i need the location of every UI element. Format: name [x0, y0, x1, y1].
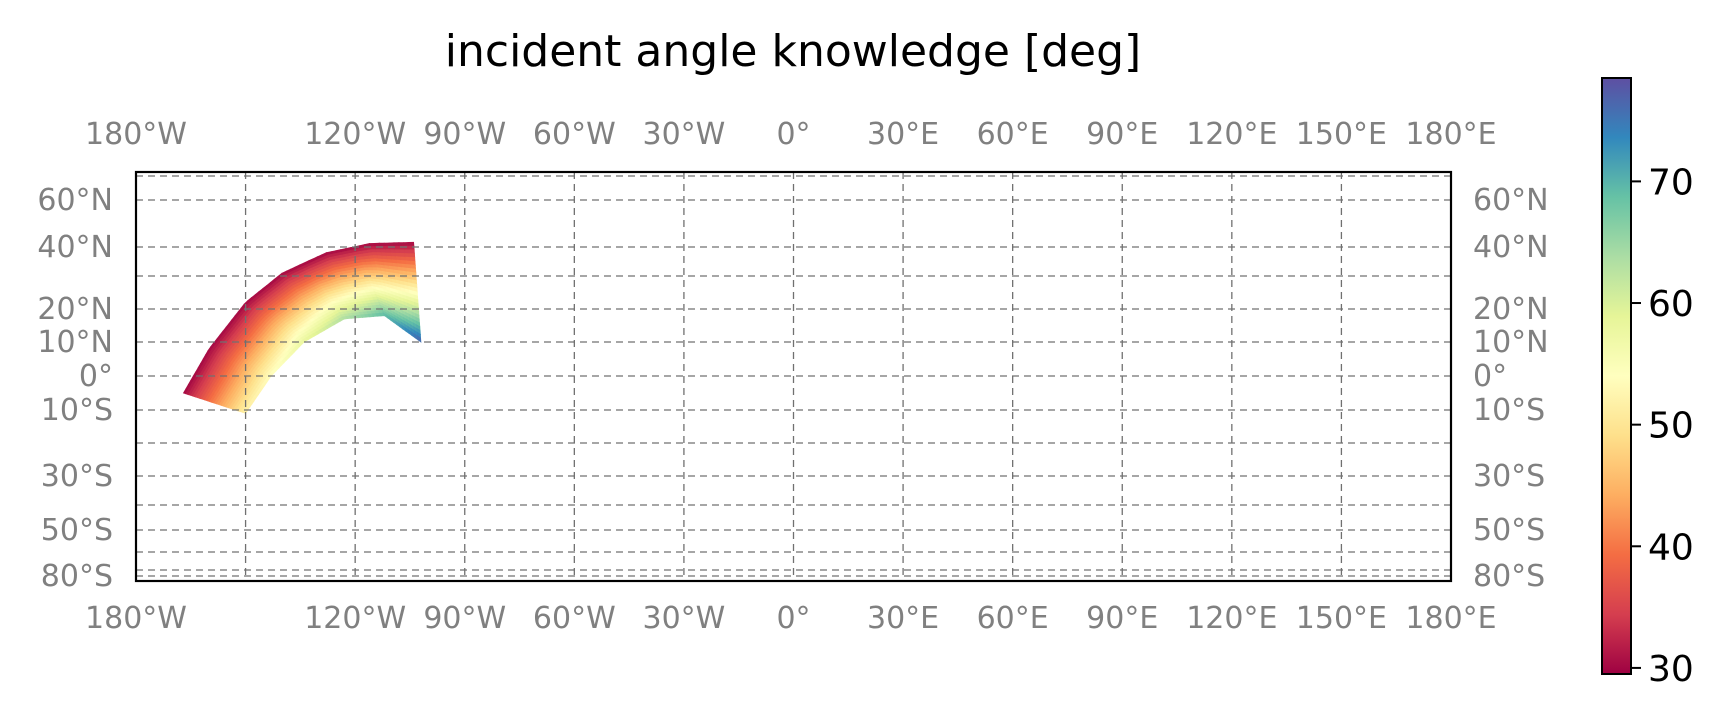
longitude-tick-label: 60°W [533, 117, 616, 152]
longitude-tick-label: 30°E [867, 601, 939, 636]
swath-cell [403, 241, 410, 247]
swath-cell [409, 253, 416, 259]
latitude-tick-label: 40°N [37, 230, 113, 265]
longitude-tick-label: 180°E [1405, 601, 1496, 636]
map-axes: 180°W 120°W 90°W 60°W 30°W 0° 30°E 60°E 90°E 120°… [37, 117, 1548, 636]
colorbar-gradient [1601, 77, 1632, 675]
longitude-tick-label: 30°E [867, 117, 939, 152]
longitude-tick-label: 180°W [85, 601, 187, 636]
swath-cell [408, 241, 415, 247]
longitude-tick-label: 120°W [304, 601, 406, 636]
longitude-tick-label: 120°E [1186, 601, 1277, 636]
longitude-tick-label: 180°E [1405, 117, 1496, 152]
longitude-tick-label: 60°W [533, 601, 616, 636]
longitude-tick-label: 120°E [1186, 117, 1277, 152]
longitude-tick-label: 150°E [1296, 117, 1387, 152]
latitude-tick-label: 30°S [1473, 459, 1545, 494]
longitude-tick-label: 90°E [1086, 117, 1158, 152]
longitude-tick-label: 30°W [642, 601, 725, 636]
longitude-tick-label: 180°W [85, 117, 187, 152]
swath-cell [417, 335, 422, 343]
latitude-tick-label: 10°S [41, 393, 113, 428]
longitude-tick-label: 120°W [304, 117, 406, 152]
latitude-tick-label: 10°N [37, 325, 113, 360]
longitude-labels-top: 180°W 120°W 90°W 60°W 30°W 0° 30°E 60°E 90°E 120°… [85, 117, 1497, 152]
latitude-tick-label: 10°N [1473, 325, 1549, 360]
latitude-tick-label: 30°S [41, 459, 113, 494]
latitude-tick-label: 10°S [1473, 393, 1545, 428]
latitude-tick-label: 0° [79, 359, 113, 394]
longitude-tick-label: 90°E [1086, 601, 1158, 636]
colorbar-tick-label: 50 [1648, 406, 1694, 447]
colorbar-tick-label: 60 [1648, 284, 1694, 325]
colorbar-tick-label: 70 [1648, 162, 1694, 203]
latitude-tick-label: 50°S [41, 513, 113, 548]
latitude-tick-label: 50°S [1473, 513, 1545, 548]
longitude-tick-label: 90°W [423, 117, 506, 152]
colorbar-ticks: 30 40 50 60 70 [1631, 162, 1694, 690]
map-frame [134, 170, 1453, 583]
longitude-tick-label: 150°E [1296, 601, 1387, 636]
longitude-tick-label: 90°W [423, 601, 506, 636]
longitude-labels-bottom: 180°W 120°W 90°W 60°W 30°W 0° 30°E 60°E 90°E 120°… [85, 601, 1497, 636]
longitude-tick-label: 60°E [977, 601, 1049, 636]
incident-angle-swath [182, 241, 422, 414]
latitude-tick-label: 40°N [1473, 230, 1549, 265]
latitude-tick-label: 80°S [1473, 559, 1545, 594]
longitude-tick-label: 0° [776, 117, 810, 152]
latitude-tick-label: 0° [1473, 359, 1507, 394]
latitude-labels-right: 60°N 40°N 20°N10°N0°10°S 30°S 50°S 80°S [1473, 183, 1549, 594]
latitude-tick-label: 20°N [37, 292, 113, 327]
colorbar-tick-label: 30 [1648, 649, 1694, 690]
longitude-tick-label: 30°W [642, 117, 725, 152]
latitude-tick-label: 80°S [41, 559, 113, 594]
colorbar-tick-label: 40 [1648, 527, 1694, 568]
latitude-tick-label: 60°N [37, 183, 113, 218]
longitude-tick-label: 0° [776, 601, 810, 636]
swath-cell [398, 242, 405, 247]
latitude-tick-label: 20°N [1473, 292, 1549, 327]
longitude-tick-label: 60°E [977, 117, 1049, 152]
graticule [136, 172, 1451, 581]
latitude-tick-label: 60°N [1473, 183, 1549, 218]
colorbar: 30 40 50 60 70 [1601, 77, 1694, 690]
latitude-labels-left: 60°N 40°N 20°N10°N0°10°S 30°S 50°S 80°S [37, 183, 113, 594]
chart-title: incident angle knowledge [deg] [445, 26, 1141, 77]
swath-cell [399, 249, 406, 254]
swath-cell [408, 249, 415, 255]
